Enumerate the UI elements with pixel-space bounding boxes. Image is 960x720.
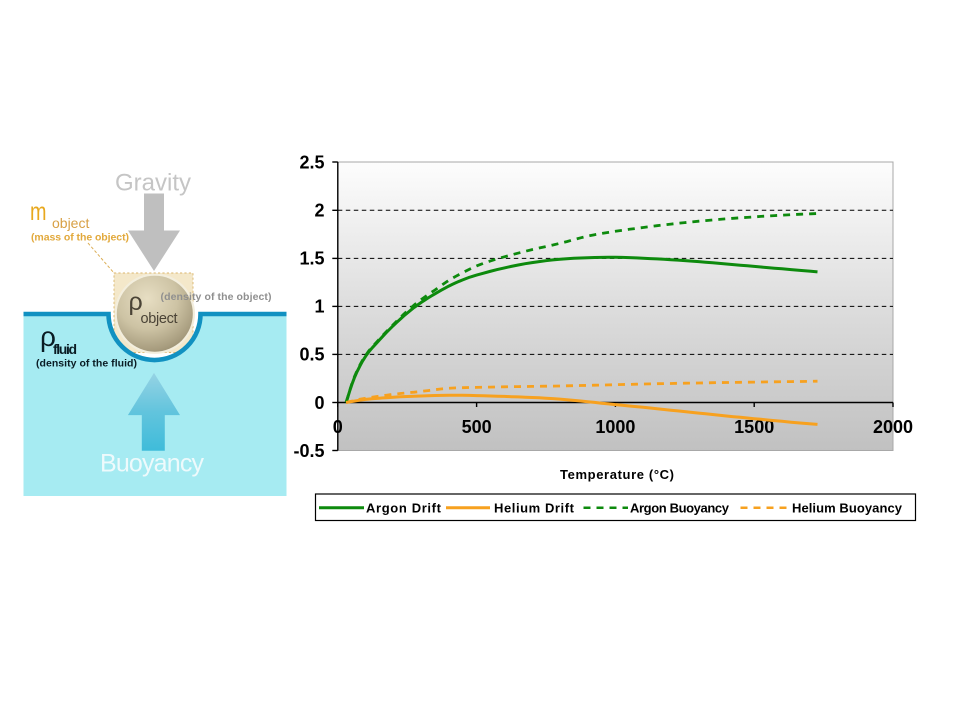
svg-text:Argon Drift: Argon Drift <box>366 501 442 516</box>
svg-text:1.5: 1.5 <box>299 249 324 269</box>
svg-text:0: 0 <box>333 417 343 437</box>
svg-text:ρ: ρ <box>129 288 143 316</box>
svg-text:(density of the fluid): (density of the fluid) <box>36 358 137 370</box>
svg-text:Buoyancy: Buoyancy <box>100 450 205 478</box>
svg-text:1500: 1500 <box>734 417 774 437</box>
svg-text:Helium Drift: Helium Drift <box>494 501 575 516</box>
svg-text:-0.5: -0.5 <box>293 441 324 461</box>
svg-text:0: 0 <box>314 393 324 413</box>
svg-text:Argon Buoyancy: Argon Buoyancy <box>630 501 730 516</box>
svg-text:object: object <box>141 311 178 327</box>
svg-text:(density of the object): (density of the object) <box>161 291 272 303</box>
svg-text:1000: 1000 <box>595 417 635 437</box>
svg-text:1: 1 <box>314 297 324 317</box>
svg-text:2: 2 <box>314 201 324 221</box>
svg-text:0.5: 0.5 <box>299 345 324 365</box>
svg-text:Helium Buoyancy: Helium Buoyancy <box>792 501 903 516</box>
svg-text:2000: 2000 <box>873 417 913 437</box>
svg-text:Temperature (°C): Temperature (°C) <box>560 467 674 482</box>
svg-text:object: object <box>52 215 89 231</box>
svg-text:fluid: fluid <box>53 341 77 357</box>
svg-text:2.5: 2.5 <box>299 152 324 172</box>
svg-text:ρ: ρ <box>40 321 56 352</box>
svg-text:(mass of the object): (mass of the object) <box>31 232 129 244</box>
svg-text:Gravity: Gravity <box>115 170 191 197</box>
svg-text:500: 500 <box>462 417 492 437</box>
svg-text:m: m <box>30 198 47 226</box>
